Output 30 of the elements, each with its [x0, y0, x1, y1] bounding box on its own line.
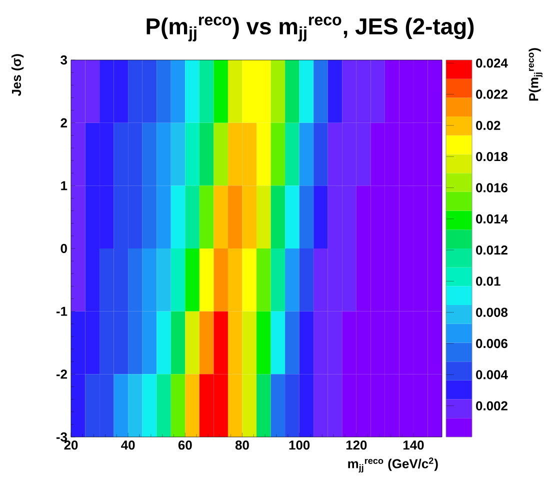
x-tick-label: 20 — [64, 440, 78, 450]
color-bar-label: 0.022 — [476, 90, 508, 99]
x-tick-label: 40 — [121, 440, 135, 450]
y-tick-label: 1 — [61, 181, 68, 190]
y-tick-label: 3 — [60, 55, 68, 65]
color-bar-label: 0.018 — [476, 152, 508, 162]
color-bar-label: 0.01 — [476, 276, 500, 286]
y-tick-label: 2 — [60, 118, 67, 128]
y-tick-label: 0 — [60, 244, 67, 254]
x-tick-label: 100 — [289, 440, 310, 450]
color-bar-label: 0.008 — [476, 308, 508, 317]
color-bar-label: 0.002 — [476, 401, 508, 410]
y-tick-label: -2 — [56, 370, 67, 379]
x-axis-title: m$_{jj}$$^{reco}$ (GeV/c$^{2}$) — [348, 458, 438, 472]
color-bar-title: P(m$_{jj}$$^{reco}$) — [528, 48, 542, 101]
color-bar-label: 0.014 — [476, 214, 508, 224]
color-bar-label: 0.024 — [476, 58, 508, 68]
y-tick-label: -1 — [56, 306, 68, 316]
color-bar-label: 0.02 — [476, 120, 500, 130]
chart-title: P(m$_{jj}$$^{reco}$) vs m$_{jj}$$^{reco}$, JES (2-tag) — [146, 16, 474, 42]
color-bar-label: 0.012 — [476, 245, 508, 255]
color-bar-label: 0.016 — [476, 183, 508, 192]
y-axis-title: Jes (σ) — [12, 54, 24, 96]
x-tick-label: 60 — [178, 440, 192, 450]
y-tick-label: -3 — [56, 432, 68, 442]
x-tick-label: 80 — [235, 440, 249, 450]
x-tick-label: 140 — [403, 440, 424, 450]
color-bar-label: 0.006 — [476, 338, 508, 348]
x-tick-label: 120 — [346, 440, 367, 450]
color-bar-label: 0.004 — [476, 370, 508, 380]
